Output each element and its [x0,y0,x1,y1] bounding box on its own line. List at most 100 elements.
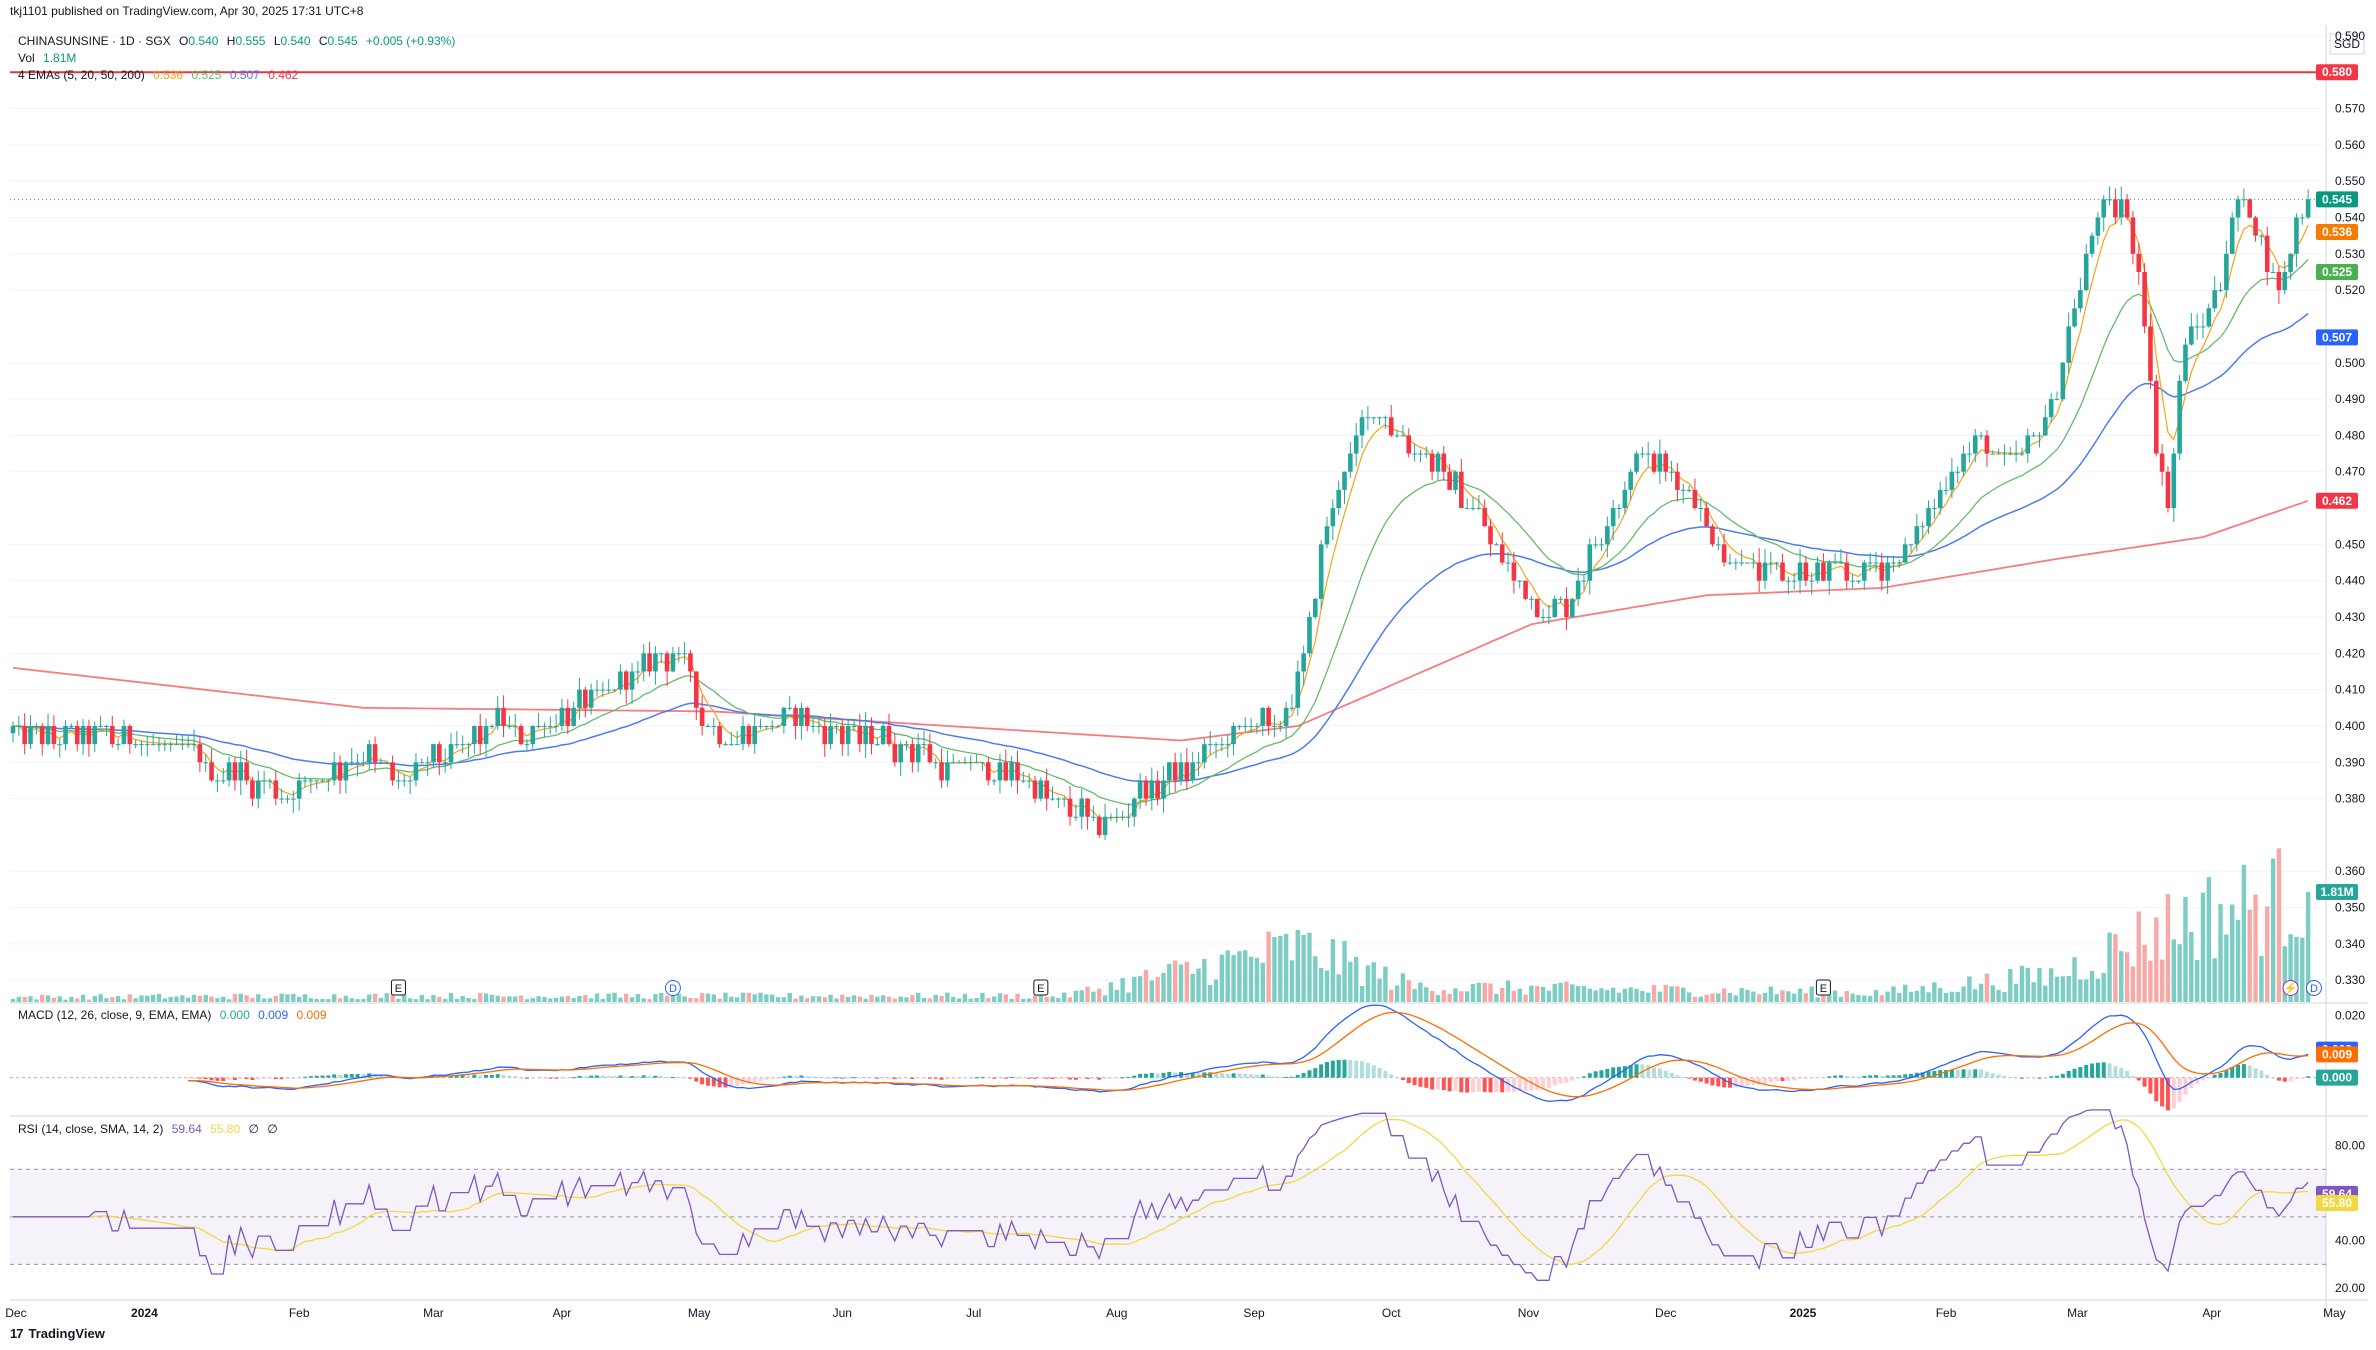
candle-body [2089,235,2095,254]
macd-histogram-bar [1009,1077,1014,1079]
candle-body [1599,544,1604,546]
x-tick-label: May [688,1306,711,1320]
candle-body [1213,744,1219,746]
volume-bar [355,999,360,1002]
macd-histogram-bar [2148,1077,2153,1094]
candle-body [69,725,74,727]
volume-bar [448,992,454,1002]
macd-histogram-bar [1599,1070,1604,1078]
candle-body [933,762,939,764]
volume-bar [407,998,413,1002]
volume-bar [139,995,144,1002]
volume-bar [653,994,658,1002]
candle-body [145,744,150,746]
candle-body [390,762,395,781]
volume-bar [1856,995,1861,1002]
volume-bar [705,993,711,1002]
candle-body [98,725,103,727]
volume-bar [1108,982,1114,1002]
macd-histogram-bar [460,1075,465,1078]
macd-histogram-bar [1406,1077,1411,1084]
volume-bar [1505,980,1511,1002]
volume-bar [1289,960,1295,1002]
macd-histogram-bar [1015,1077,1020,1079]
candle-body [1891,562,1896,564]
candle-body [1342,471,1347,490]
candle-body [1920,526,1925,528]
macd-histogram-bar [1348,1059,1353,1078]
macd-histogram-bar [332,1074,337,1078]
macd-histogram-bar [227,1077,232,1080]
volume-bar [2031,982,2036,1002]
candle-body [2235,199,2241,218]
macd-tag-label: 0.009 [2322,1047,2352,1061]
macd-histogram-bar [694,1077,699,1082]
macd-histogram-bar [2136,1077,2141,1081]
candle-body [834,725,839,727]
candle-body [1529,598,1534,600]
volume-bar [2300,937,2305,1002]
candle-body [583,689,588,708]
x-tick-label: Sep [1243,1306,1265,1320]
macd-label[interactable]: MACD (12, 26, close, 9, EMA, EMA) [18,1008,212,1022]
macd-histogram-bar [1459,1077,1464,1093]
volume-bar [1330,939,1336,1002]
candle-body [542,725,547,727]
candle-body [1044,780,1049,799]
x-tick-label: Oct [1382,1306,1401,1320]
ema-label[interactable]: 4 EMAs (5, 20, 50, 200) [18,68,145,82]
macd-histogram-bar [536,1077,541,1079]
candle-body [1283,707,1289,726]
rsi-value: 59.64 [171,1122,202,1136]
volume-bar [1535,986,1540,1002]
rsi-label[interactable]: RSI (14, close, SMA, 14, 2) [18,1122,164,1136]
macd-histogram-bar [1652,1067,1657,1078]
candle-body [16,725,22,727]
volume-bar [2171,939,2176,1002]
volume-bar [2119,951,2124,1002]
candle-body [1377,417,1382,419]
candle-body [2247,199,2253,218]
candle-body [156,744,162,746]
candle-body [1073,816,1079,818]
candle-body [1634,453,1639,472]
candle-body [991,780,997,782]
volume-bar [2235,919,2241,1002]
volume-bar [478,993,483,1002]
volume-bar [226,999,232,1002]
macd-histogram-bar [530,1077,535,1079]
volume-bar [1021,998,1026,1002]
macd-histogram-bar [927,1077,932,1079]
volume-bar [1050,996,1055,1002]
price-tick-label: 0.550 [2335,174,2365,188]
close-value: 0.545 [327,34,358,48]
symbol-title[interactable]: CHINASUNSINE · 1D · SGX [18,34,171,48]
volume-bar [2025,967,2030,1002]
tradingview-footer[interactable]: 17 TradingView [10,1326,105,1341]
volume-bar [1137,976,1143,1002]
volume-bar [933,994,938,1002]
candle-body [1739,562,1744,564]
candle-body [2054,399,2060,401]
candle-body [629,671,635,690]
macd-histogram-bar [542,1077,547,1079]
candle-body [1867,562,1873,564]
volume-label[interactable]: Vol [18,51,35,65]
candle-body [1272,725,1277,727]
volume-bar [1651,985,1657,1002]
macd-histogram-bar [2142,1077,2147,1087]
price-tick-label: 0.500 [2335,356,2365,370]
macd-tick-label: 0.020 [2335,1008,2365,1022]
candle-body [2142,271,2147,327]
candle-body [653,653,658,672]
macd-histogram-bar [1214,1072,1219,1078]
volume-bar [1862,995,1867,1002]
volume-bar [2130,966,2136,1002]
rsi-lower-value: ∅ [267,1122,278,1136]
volume-bar [495,995,500,1002]
macd-histogram-bar [1126,1076,1131,1078]
candle-body [781,707,787,726]
macd-histogram-bar [262,1077,267,1079]
candle-body [372,744,378,763]
